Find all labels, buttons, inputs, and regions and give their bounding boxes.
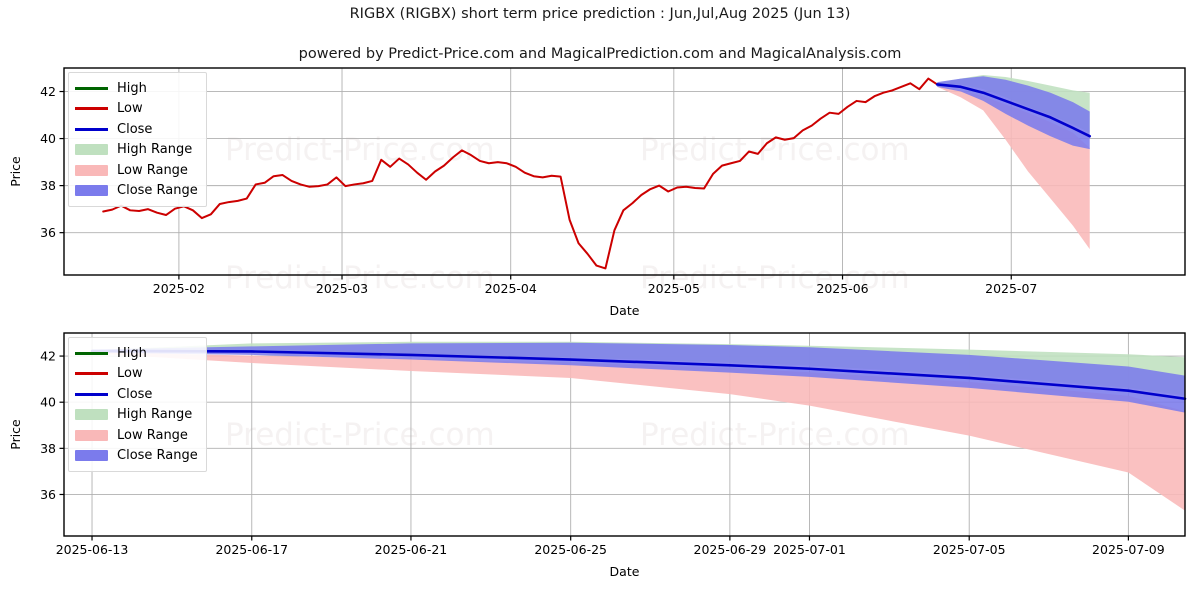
legend-item: Low Range — [75, 160, 198, 181]
y-tick-label: 38 — [40, 178, 56, 193]
x-tick-label: 2025-07-09 — [1092, 542, 1165, 557]
legend-item-label: Close — [117, 121, 153, 137]
legend-item: Low Range — [75, 425, 198, 446]
legend-swatch-line-icon — [75, 347, 108, 360]
page-title: RIGBX (RIGBX) short term price predictio… — [349, 6, 851, 22]
legend-item: High — [75, 343, 198, 364]
legend-item: Close — [75, 384, 198, 405]
legend-item: Low — [75, 364, 198, 385]
y-tick-label: 42 — [40, 349, 56, 364]
legend-item-label: High — [117, 80, 147, 96]
legend-swatch-patch-icon — [75, 408, 108, 421]
legend-item-label: Close — [117, 386, 153, 402]
legend-swatch-line-icon — [75, 367, 108, 380]
y-tick-label: 38 — [40, 441, 56, 456]
legend-swatch-line-icon — [75, 82, 108, 95]
band-close-range — [92, 342, 1185, 413]
legend-swatch-patch-icon — [75, 449, 108, 462]
legend-swatch-line-icon — [75, 123, 108, 136]
x-tick-label: 2025-07-05 — [933, 542, 1006, 557]
x-tick-label: 2025-03 — [316, 281, 368, 296]
series-line-close — [935, 83, 1092, 138]
page-subtitle: powered by Predict-Price.com and Magical… — [298, 46, 902, 62]
legend-swatch-line-icon — [75, 102, 108, 115]
legend-swatch-patch-icon — [75, 184, 108, 197]
legend-item-label: Low Range — [117, 427, 188, 443]
watermark-text: Predict-Price.com — [640, 417, 910, 453]
y-axis-label: Price — [8, 419, 23, 450]
legend-item-label: High Range — [117, 407, 193, 423]
y-tick-label: 40 — [40, 395, 56, 410]
legend-swatch-patch-icon — [75, 143, 108, 156]
x-tick-label: 2025-04 — [485, 281, 537, 296]
x-tick-label: 2025-06-29 — [694, 542, 767, 557]
x-tick-label: 2025-06 — [816, 281, 868, 296]
y-tick-label: 36 — [40, 487, 56, 502]
legend-item-label: Close Range — [117, 448, 198, 464]
x-tick-label: 2025-07-01 — [773, 542, 846, 557]
y-tick-label: 40 — [40, 131, 56, 146]
watermark-text: Predict-Price.com — [225, 132, 495, 168]
y-axis-label: Price — [8, 156, 23, 187]
band-low-range — [92, 351, 1185, 511]
legend-item-label: Low Range — [117, 162, 188, 178]
top-chart-svg: Predict-Price.com Predict-Price.com Predic… — [8, 67, 1186, 318]
chart-legend: High Low Close High Range Low Range Close Ran… — [68, 72, 207, 207]
x-tick-label: 2025-06-17 — [215, 542, 288, 557]
x-tick-label: 2025-05 — [648, 281, 700, 296]
x-tick-label: 2025-06-25 — [534, 542, 607, 557]
y-tick-label: 42 — [40, 84, 56, 99]
legend-item-label: High — [117, 345, 147, 361]
legend-item: Low — [75, 99, 198, 120]
legend-item-label: High Range — [117, 142, 193, 158]
series-line-close — [90, 349, 1187, 401]
x-tick-label: 2025-02 — [153, 281, 205, 296]
legend-swatch-patch-icon — [75, 429, 108, 442]
x-tick-label: 2025-07 — [985, 281, 1037, 296]
legend-swatch-patch-icon — [75, 164, 108, 177]
watermark-text: Predict-Price.com — [640, 260, 910, 296]
legend-item: Close Range — [75, 181, 198, 202]
legend-item: High — [75, 78, 198, 99]
chart-legend: High Low Close High Range Low Range Close Ran… — [68, 337, 207, 472]
legend-item-label: Close Range — [117, 183, 198, 199]
watermark-text: Predict-Price.com — [225, 260, 495, 296]
legend-item: Close — [75, 119, 198, 140]
y-tick-label: 36 — [40, 225, 56, 240]
legend-item-label: Low — [117, 101, 143, 117]
top-chart-panel: Predict-Price.com Predict-Price.com Predic… — [0, 60, 1200, 320]
band-close-range — [937, 76, 1090, 150]
legend-swatch-line-icon — [75, 388, 108, 401]
legend-item: Close Range — [75, 446, 198, 467]
x-axis-label: Date — [610, 303, 640, 318]
series-line-low — [102, 77, 939, 270]
legend-item-label: Low — [117, 366, 143, 382]
bottom-chart-svg: Predict-Price.com Predict-Price.com 36 38 40… — [8, 332, 1187, 579]
legend-item: High Range — [75, 405, 198, 426]
x-axis-label: Date — [610, 564, 640, 579]
x-tick-label: 2025-06-21 — [375, 542, 448, 557]
watermark-text: Predict-Price.com — [225, 417, 495, 453]
legend-item: High Range — [75, 140, 198, 161]
x-tick-label: 2025-06-13 — [56, 542, 129, 557]
bottom-chart-panel: Predict-Price.com Predict-Price.com 36 38 40… — [0, 325, 1200, 600]
band-high-range — [937, 75, 1090, 133]
